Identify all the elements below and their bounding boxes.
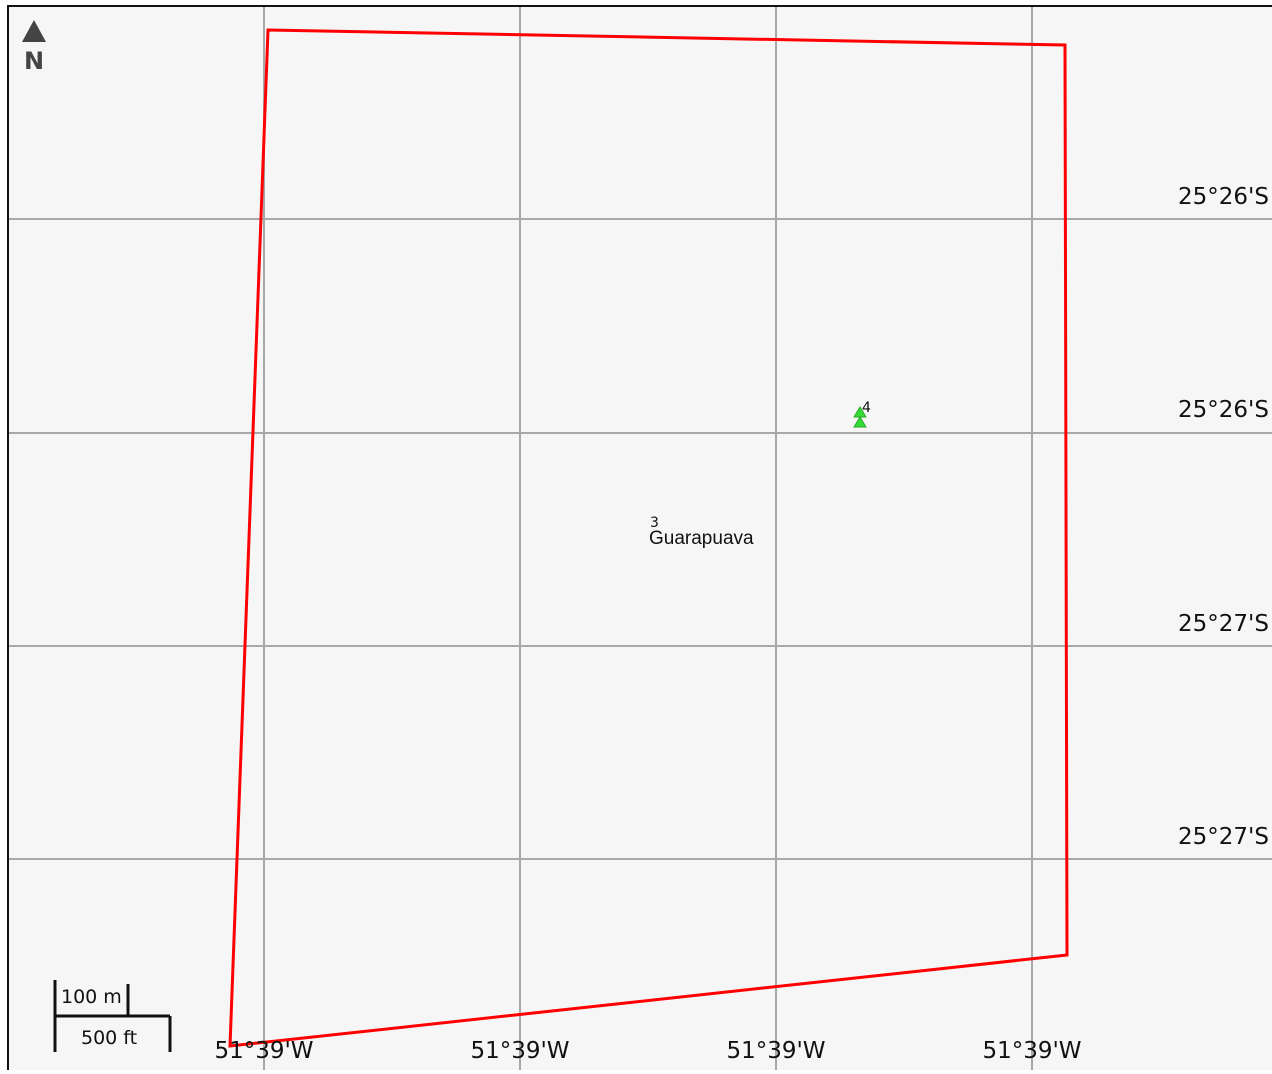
place-guarapuava[interactable]: 3 Guarapuava bbox=[649, 515, 754, 549]
triangle-marker-icon bbox=[853, 416, 867, 428]
marker-number: 4 bbox=[862, 400, 871, 416]
latitude-label: 25°26'S bbox=[1178, 397, 1269, 423]
longitude-label: 51°39'W bbox=[982, 1038, 1081, 1064]
north-arrow: N bbox=[22, 20, 46, 75]
north-label: N bbox=[24, 47, 44, 75]
longitude-labels: 51°39'W 51°39'W 51°39'W 51°39'W bbox=[214, 1038, 1081, 1064]
place-number: 3 bbox=[650, 515, 659, 531]
longitude-label: 51°39'W bbox=[214, 1038, 313, 1064]
place-name: Guarapuava bbox=[649, 528, 754, 549]
map-marker[interactable]: 4 bbox=[853, 400, 871, 428]
scale-bar: 100 m 500 ft bbox=[53, 980, 172, 1052]
latitude-label: 25°27'S bbox=[1178, 824, 1269, 850]
latitude-label: 25°26'S bbox=[1178, 184, 1269, 210]
longitude-label: 51°39'W bbox=[726, 1038, 825, 1064]
scale-imperial-label: 500 ft bbox=[81, 1027, 137, 1049]
latitude-label: 25°27'S bbox=[1178, 611, 1269, 637]
scale-metric-label: 100 m bbox=[61, 986, 122, 1008]
map-frame-border bbox=[7, 5, 1272, 1070]
north-arrow-icon bbox=[22, 20, 46, 42]
longitude-label: 51°39'W bbox=[470, 1038, 569, 1064]
graticule bbox=[8, 6, 1272, 1070]
area-boundary[interactable] bbox=[228, 28, 1069, 1048]
map-background bbox=[8, 6, 1272, 1070]
latitude-labels: 25°26'S 25°26'S 25°27'S 25°27'S bbox=[1178, 184, 1269, 850]
